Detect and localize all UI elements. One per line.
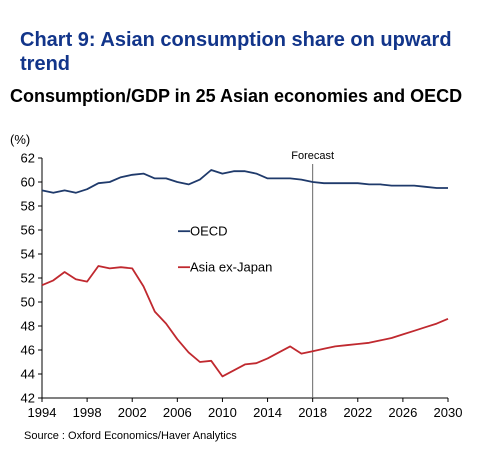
y-tick-label: 50 — [21, 295, 35, 310]
y-tick-label: 60 — [21, 175, 35, 190]
series-line-asia-ex-japan — [41, 265, 449, 378]
y-tick-label: 46 — [21, 343, 35, 358]
x-tick-label: 2014 — [253, 405, 282, 420]
x-tick-label: 2006 — [163, 405, 192, 420]
y-tick-label: 48 — [21, 319, 35, 334]
chart-heading: Chart 9: Asian consumption share on upwa… — [20, 29, 452, 75]
x-tick-label: 2018 — [298, 405, 327, 420]
y-tick-label: 44 — [21, 367, 35, 382]
chart-axes: 42 44 46 48 50 52 54 56 58 60 62 1994 1998 2002 2006 20… — [21, 151, 463, 421]
forecast-label: Forecast — [291, 150, 334, 162]
x-tick-label: 1994 — [28, 405, 57, 420]
legend-label-asia-ex-japan: Asia ex-Japan — [190, 260, 272, 275]
legend-label-oecd: OECD — [190, 224, 228, 239]
y-axis-unit-label: (%) — [10, 132, 31, 147]
x-tick-label: 2030 — [434, 405, 463, 420]
y-tick-label: 56 — [21, 223, 35, 238]
chart-series — [41, 169, 449, 378]
source-note: Source : Oxford Economics/Haver Analytic… — [24, 430, 237, 442]
y-tick-label: 58 — [21, 199, 35, 214]
chart-legend: OECD Asia ex-Japan — [178, 224, 272, 275]
forecast-annotation: Forecast — [291, 150, 334, 398]
y-tick-label: 52 — [21, 271, 35, 286]
x-tick-label: 2026 — [388, 405, 417, 420]
x-tick-label: 2010 — [208, 405, 237, 420]
x-tick-label: 1998 — [73, 405, 102, 420]
x-tick-label: 2002 — [118, 405, 147, 420]
chart-title: Consumption/GDP in 25 Asian economies an… — [10, 86, 463, 106]
y-tick-label: 62 — [21, 151, 35, 166]
y-tick-label: 42 — [21, 391, 35, 406]
y-tick-label: 54 — [21, 247, 35, 262]
series-line-oecd — [41, 169, 448, 194]
x-tick-label: 2022 — [343, 405, 372, 420]
